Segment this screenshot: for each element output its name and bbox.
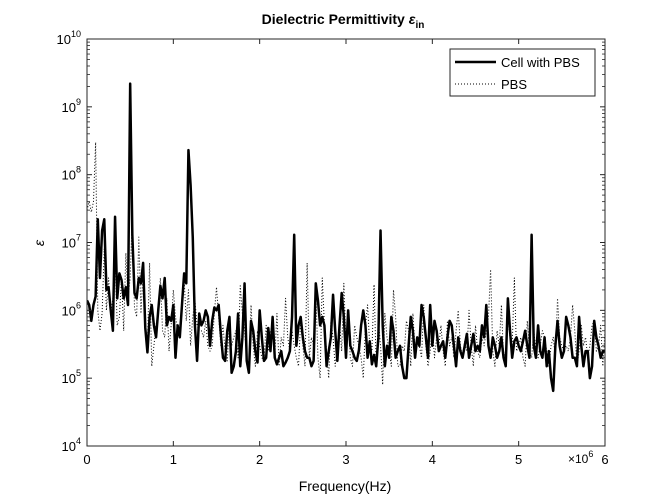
y-tick-label: 108 — [62, 165, 81, 183]
y-tick-label: 1010 — [57, 29, 81, 47]
legend-box — [449, 48, 596, 97]
x-tick-label: 6 — [601, 452, 608, 467]
series-line-cell-with-pbs — [87, 82, 605, 393]
x-tick-label: 5 — [515, 452, 522, 467]
y-tick-label-base: 10 — [57, 32, 71, 47]
x-tick-label: 3 — [342, 452, 349, 467]
chart-title-text: Dielectric Permittivity — [262, 11, 409, 27]
x-axis-multiplier: ×106 — [568, 449, 593, 466]
y-tick-label-base: 10 — [62, 371, 76, 386]
y-tick-label-base: 10 — [62, 168, 76, 183]
y-tick-label: 106 — [62, 300, 81, 318]
legend-label-pbs: PBS — [501, 77, 527, 92]
y-tick-label: 104 — [62, 436, 81, 454]
series-layer — [87, 82, 605, 393]
x-axis-multiplier-exponent: 6 — [588, 449, 593, 459]
x-axis-label: Frequency(Hz) — [299, 478, 392, 494]
y-tick-label-base: 10 — [62, 303, 76, 318]
y-tick-label-exponent: 7 — [76, 233, 81, 243]
y-tick-label-base: 10 — [62, 100, 76, 115]
x-tick-label: 2 — [256, 452, 263, 467]
y-tick-label: 109 — [62, 97, 81, 115]
chart-title-subscript: in — [415, 20, 424, 31]
x-tick-label: 0 — [83, 452, 90, 467]
y-tick-label-exponent: 4 — [76, 436, 81, 446]
y-tick-label: 105 — [62, 368, 81, 386]
legend-label-cell-with-pbs: Cell with PBS — [501, 55, 580, 70]
y-tick-label-exponent: 5 — [76, 368, 81, 378]
y-tick-label: 107 — [62, 233, 81, 251]
x-tick-label: 1 — [170, 452, 177, 467]
x-axis-multiplier-base: ×10 — [568, 452, 589, 466]
chart-title-symbol: ε — [409, 11, 416, 27]
chart-title: Dielectric Permittivity εin — [262, 11, 425, 31]
y-tick-label-base: 10 — [62, 236, 76, 251]
y-axis-label: ε — [31, 239, 47, 246]
y-tick-label-exponent: 6 — [76, 300, 81, 310]
y-tick-label-base: 10 — [62, 439, 76, 454]
legend: Cell with PBS PBS — [449, 48, 596, 97]
y-tick-label-exponent: 8 — [76, 165, 81, 175]
y-tick-label-exponent: 10 — [71, 29, 81, 39]
x-tick-label: 4 — [429, 452, 436, 467]
y-tick-label-exponent: 9 — [76, 97, 81, 107]
